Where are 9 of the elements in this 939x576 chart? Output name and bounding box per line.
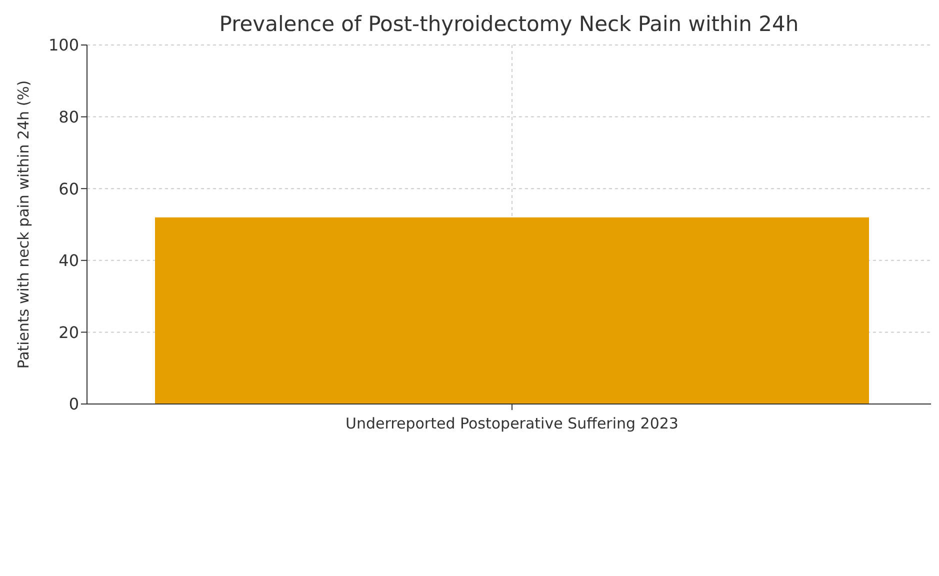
y-tick-label: 60 [58,179,79,198]
y-tick-label: 40 [58,251,79,270]
chart-title: Prevalence of Post-thyroidectomy Neck Pain within 24h [218,12,800,36]
y-tick-label: 20 [58,322,79,342]
x-tick-label: Underreported Postoperative Suffering 2023 [346,414,678,433]
y-axis-title: Patients with neck pain within 24h (%) [14,80,32,369]
y-tick-label: 100 [48,36,79,55]
y-tick-label: 80 [58,107,79,126]
y-tick-label: 0 [68,394,79,414]
